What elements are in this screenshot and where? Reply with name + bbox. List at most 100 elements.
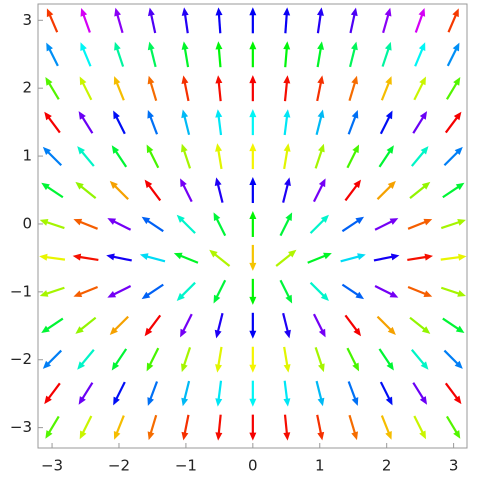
arrow-head <box>113 396 120 406</box>
arrow-head <box>421 181 431 190</box>
arrow-shaft <box>216 182 224 203</box>
arrow-shaft <box>444 382 459 401</box>
vector-arrow <box>42 146 63 167</box>
y-tick-label: −2 <box>10 350 32 368</box>
arrow-shaft <box>46 382 61 401</box>
arrow-shaft <box>374 219 394 231</box>
vector-arrow <box>215 380 223 407</box>
arrow-shaft <box>445 415 459 435</box>
vector-arrow <box>378 145 394 168</box>
vector-arrow <box>75 316 97 334</box>
arrow-head <box>285 294 293 304</box>
arrow-shaft <box>148 381 159 402</box>
arrow-head <box>113 110 120 120</box>
arrow-head <box>114 7 121 17</box>
vector-arrow <box>141 283 164 300</box>
arrow-shaft <box>183 380 191 402</box>
arrow-shaft <box>378 149 392 168</box>
arrow-head <box>215 398 223 407</box>
arrow-shaft <box>149 80 158 101</box>
arrow-shaft <box>47 415 60 435</box>
arrow-shaft <box>181 182 193 203</box>
arrow-shaft <box>115 12 124 34</box>
vector-arrow <box>77 349 95 370</box>
vector-arrow <box>344 179 362 202</box>
vector-arrow <box>39 219 65 230</box>
vector-arrow <box>249 7 257 34</box>
arrow-shaft <box>282 182 290 203</box>
arrow-shaft <box>279 279 291 299</box>
vector-arrow <box>78 111 94 134</box>
vector-arrow <box>447 8 459 33</box>
vector-arrow <box>173 252 199 264</box>
arrow-head <box>389 290 399 298</box>
arrow-head <box>249 210 257 219</box>
vector-arrow <box>45 415 60 439</box>
x-tick-label: 0 <box>248 457 258 475</box>
vector-arrow <box>111 348 128 371</box>
arrow-head <box>78 396 86 405</box>
arrow-head <box>147 75 155 85</box>
arrow-head <box>73 290 83 297</box>
arrow-head <box>109 180 118 189</box>
arrow-shaft <box>113 149 128 168</box>
arrow-head <box>249 262 257 271</box>
arrow-shaft <box>309 281 326 298</box>
arrow-head <box>386 145 394 154</box>
vector-arrow <box>340 253 366 263</box>
vector-arrow <box>249 177 257 204</box>
arrow-shaft <box>179 217 196 234</box>
arrow-shaft <box>413 415 425 435</box>
arrow-head <box>317 41 325 50</box>
arrow-shaft <box>79 316 97 332</box>
vector-arrow <box>341 283 365 300</box>
arrow-shaft <box>442 184 461 199</box>
vector-arrow <box>410 146 429 167</box>
arrow-shaft <box>376 315 393 332</box>
arrow-head <box>351 41 358 51</box>
vector-arrow <box>374 218 399 231</box>
vector-arrow <box>79 76 93 101</box>
vector-arrow <box>215 414 223 441</box>
vector-arrow <box>147 109 159 135</box>
vector-arrow <box>414 42 426 67</box>
arrow-head <box>45 77 53 86</box>
arrow-shaft <box>344 183 359 202</box>
arrow-shaft <box>316 46 323 68</box>
vector-arrow <box>147 7 157 34</box>
arrow-head <box>41 325 50 334</box>
arrow-head <box>214 329 222 339</box>
arrow-shaft <box>381 46 391 67</box>
vector-arrow <box>315 109 325 136</box>
vector-arrow <box>414 8 426 33</box>
arrow-shaft <box>46 115 61 134</box>
arrow-shaft <box>113 348 128 367</box>
arrow-head <box>249 41 257 50</box>
vector-arrow <box>413 76 426 101</box>
arrow-head <box>107 290 117 298</box>
arrow-head <box>144 179 153 189</box>
arrow-head <box>214 177 222 187</box>
vector-arrow <box>442 317 465 334</box>
arrow-shaft <box>217 114 223 136</box>
arrow-head <box>249 330 257 339</box>
arrow-shaft <box>149 46 157 68</box>
arrow-shaft <box>183 414 190 436</box>
arrow-shaft <box>312 182 325 203</box>
vector-arrow <box>307 252 332 264</box>
vector-arrow <box>42 349 63 369</box>
arrow-head <box>209 249 218 258</box>
arrow-shaft <box>284 46 289 68</box>
arrow-shaft <box>409 316 427 332</box>
arrow-head <box>283 398 291 407</box>
arrow-head <box>318 363 325 373</box>
vector-arrow <box>180 178 193 203</box>
vector-arrow <box>44 111 61 134</box>
arrow-shaft <box>79 349 95 367</box>
vector-arrow <box>113 415 125 440</box>
arrow-shaft <box>407 220 428 230</box>
arrow-head <box>318 143 325 153</box>
arrow-shaft <box>412 382 426 401</box>
arrow-head <box>283 432 291 441</box>
arrow-head <box>173 252 183 260</box>
